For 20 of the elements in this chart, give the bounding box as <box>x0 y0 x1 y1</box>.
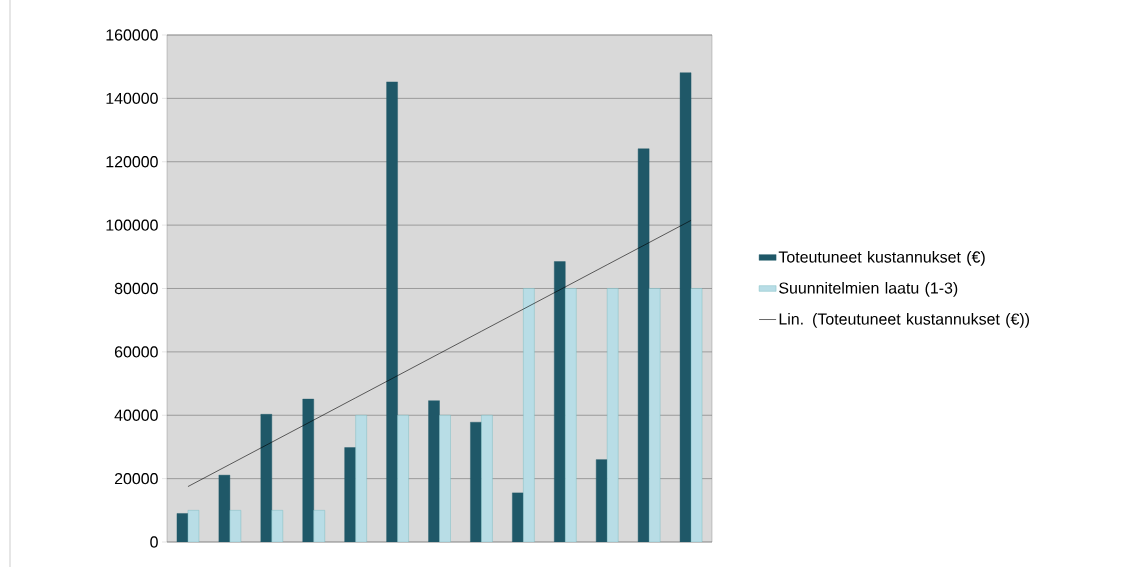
y-tick-label: 60000 <box>114 346 158 358</box>
legend-label: Lin. (Toteutuneet kustannukset (€)) <box>779 313 1029 328</box>
y-tick-label: 0 <box>150 536 158 548</box>
y-tick-label: 80000 <box>114 282 158 295</box>
legend-label: Toteutuneet kustannukset (€) <box>778 250 985 266</box>
line-series <box>187 220 692 487</box>
bar <box>355 415 367 542</box>
bar <box>439 415 451 542</box>
y-tick-label: 100000 <box>106 219 158 231</box>
y-tick-label: 140000 <box>106 92 158 105</box>
bar <box>607 288 619 542</box>
y-tick-label: 20000 <box>114 472 158 485</box>
bar <box>481 415 493 542</box>
bar <box>523 288 535 542</box>
bar <box>565 288 577 542</box>
y-tick-label: 40000 <box>114 409 158 421</box>
legend-label: Suunnitelmien laatu (1-3) <box>779 281 958 297</box>
bar <box>397 415 409 542</box>
y-tick-label: 160000 <box>106 29 158 41</box>
y-tick-label: 120000 <box>106 156 158 168</box>
